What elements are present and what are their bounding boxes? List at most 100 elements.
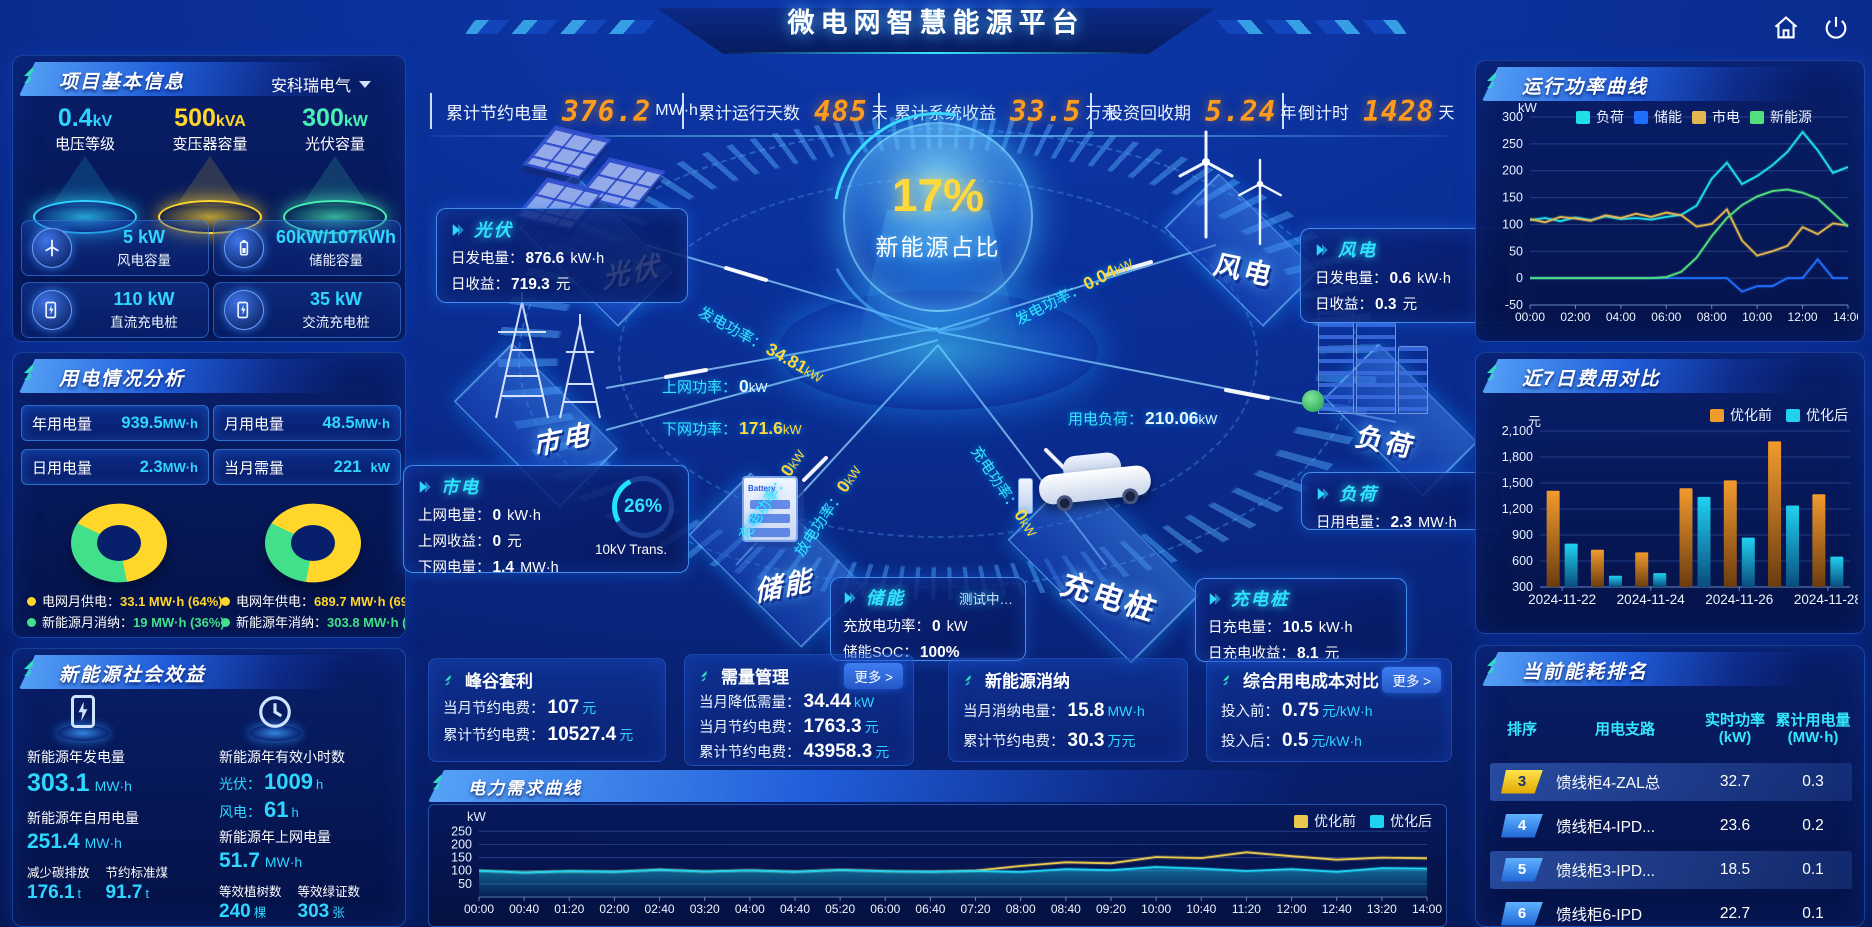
flow-load: 用电负荷： 210.06kW [1068,408,1218,428]
clock-icon [247,693,303,741]
wind-turbine-icon [32,228,72,268]
panel-corner-icon [21,657,43,684]
chevron-right-icon [452,223,464,236]
cost-legend: 优化前 优化后 [1710,405,1848,425]
table-row[interactable]: 5 馈线柜3-IPD... 18.5 0.1 [1490,850,1852,889]
svg-text:250: 250 [1502,137,1523,151]
wind-platform [1164,173,1318,327]
more-button[interactable]: 更多 > [844,663,903,689]
self-use-label: 新能源年自用电量 [27,810,139,826]
svg-text:200: 200 [1502,164,1523,178]
project-info-panel: 项目基本信息 安科瑞电气 0.4kV 电压等级 500kVA 变压器容量 300… [12,55,406,342]
chevron-right-icon [1316,243,1328,256]
transformer-load-gauge: 26% [612,476,674,538]
legend-swatch [1710,408,1724,422]
svg-text:1,200: 1,200 [1502,502,1533,516]
svg-text:08:00: 08:00 [1006,902,1036,916]
run-power-legend: 负荷 储能 市电 新能源 [1576,107,1812,127]
month-donut-legend[interactable]: 电网月供电：33.1 MW·h (64%) 新能源月消纳：19 MW·h (36… [27,591,225,633]
panel-title: 用电情况分析 [59,369,186,390]
card-corner-icon [1222,674,1229,685]
legend-item[interactable]: 优化后 [1786,405,1848,425]
wind-hours: 风电： 61 h [219,797,299,822]
table-row[interactable]: 6 馈线柜6-IPD 22.7 0.1 [1490,895,1852,927]
legend-item[interactable]: 市电 [1692,107,1740,127]
chip-year-usage: 年用电量 939.5MW·h [21,405,209,441]
kpi-stats-bar: 累计节约电量 376.2 MW·h 累计运行天数 485 天 累计系统收益 33… [430,90,1454,137]
legend-swatch [1576,110,1590,124]
svg-text:13:20: 13:20 [1367,902,1397,916]
legend-item[interactable]: 储能 [1634,107,1682,127]
svg-text:50: 50 [1509,244,1523,258]
ranking-table: 排序 用电支路 实时功率 (kW) 累计用电量 (MW·h) 3 馈线柜4-ZAL总… [1490,712,1852,927]
legend-item[interactable]: 新能源 [1750,107,1812,127]
wind-turbine [1238,158,1282,246]
year-donut-legend[interactable]: 电网年供电：689.7 MW·h (69%) 新能源年消纳：303.8 MW·h… [221,591,405,633]
card-corner-icon [444,674,451,685]
grid-node-label: 市电 [531,418,593,462]
panel-corner-icon [21,64,43,91]
stat-label: 累计系统收益 [894,103,996,123]
svg-text:kW: kW [1518,103,1538,115]
table-row[interactable]: 3 馈线柜4-ZAL总 32.7 0.3 [1490,762,1852,801]
table-row[interactable]: 4 馈线柜4-IPD... 23.6 0.2 [1490,807,1852,845]
card-dc-charger: 110 kW 直流充电桩 [21,282,209,338]
stat-unit: 万元 [1085,105,1118,122]
legend-item[interactable]: 负荷 [1576,107,1624,127]
hours-label: 新能源年有效小时数 [219,749,345,765]
svg-text:10:00: 10:00 [1141,902,1171,916]
flow-storage-discharge: 放电功率：0kW [791,463,865,560]
home-icon[interactable] [1772,14,1800,42]
svg-text:12:40: 12:40 [1322,902,1352,916]
panel-corner-icon [21,361,43,388]
export-label: 新能源年上网电量 [219,829,331,845]
social-left-column: 新能源年发电量 303.1 MW·h 新能源年自用电量 251.4 MW·h 减少碳… [27,693,213,904]
demand-curve-header: 电力需求曲线 [428,770,1447,802]
svg-text:00:40: 00:40 [509,902,539,916]
legend-item[interactable]: 优化前 [1710,405,1772,425]
stat-unit: MW·h [655,102,698,119]
panel-title: 项目基本信息 [59,72,186,93]
charger-platform [1007,471,1200,664]
panel-header-bar [19,62,397,96]
inner-dashed-ellipse [618,178,1258,538]
renewable-consumption-card: 新能源消纳 当月消纳电量： 15.8 MW·h 累计节约电费： 30.3 万元 [948,658,1188,762]
power-icon[interactable] [1822,14,1850,42]
stat-unit: 年 [1280,105,1297,122]
company-dropdown[interactable]: 安科瑞电气 [271,72,371,96]
load-info-box: 负荷 日用电量： 2.3 MW·h [1301,472,1503,531]
battery-icon [224,228,264,268]
storage-node-label: 储能 [753,564,815,608]
generation-icon [55,693,111,741]
legend-swatch [1370,814,1384,828]
legend-swatch [1750,110,1764,124]
month-energy-donut-chart [71,503,167,583]
card-storage-capacity: 60kW/107kWh 储能容量 [213,220,401,276]
more-button[interactable]: 更多 > [1382,667,1441,693]
renewable-share-value: 17% [891,169,985,221]
gen-label: 新能源年发电量 [27,749,125,765]
gen-value: 303.1 MW·h [27,769,132,797]
panel-header-bar [1482,67,1856,101]
stat-value: 5.24 [1205,94,1277,128]
svg-text:04:40: 04:40 [780,902,810,916]
storage-info-box: 储能 测试中… 充放电功率： 0 kW 储能SOC： 100% [830,577,1026,661]
flow-pv-gen: 发电功率：34.81kW [695,303,826,386]
legend-item[interactable]: 优化后 [1370,811,1432,831]
grid-info-box: 市电 上网电量： 0 kW·h 上网收益： 0 元 下网电量： 1.4 MW·h 26… [403,465,689,576]
svg-text:600: 600 [1512,554,1533,568]
page-title: 微电网智慧能源平台 [787,8,1085,38]
panel-header-bar [19,655,397,689]
svg-text:00:00: 00:00 [1515,310,1545,324]
peak-valley-card: 峰谷套利 当月节约电费： 107 元 累计节约电费： 10527.4 元 [428,658,666,762]
svg-text:14:00: 14:00 [1833,310,1858,324]
rank-badge: 6 [1501,901,1543,926]
svg-text:08:40: 08:40 [1051,902,1081,916]
svg-text:14:00: 14:00 [1412,902,1442,916]
stat-label: 累计节约电量 [446,103,548,123]
legend-item[interactable]: 优化前 [1294,811,1356,831]
stat-saved-energy: 累计节约电量 376.2 MW·h [430,93,698,129]
panel-corner-icon [1484,361,1506,388]
svg-text:2,100: 2,100 [1502,424,1533,438]
panel-corner-icon [430,772,450,797]
